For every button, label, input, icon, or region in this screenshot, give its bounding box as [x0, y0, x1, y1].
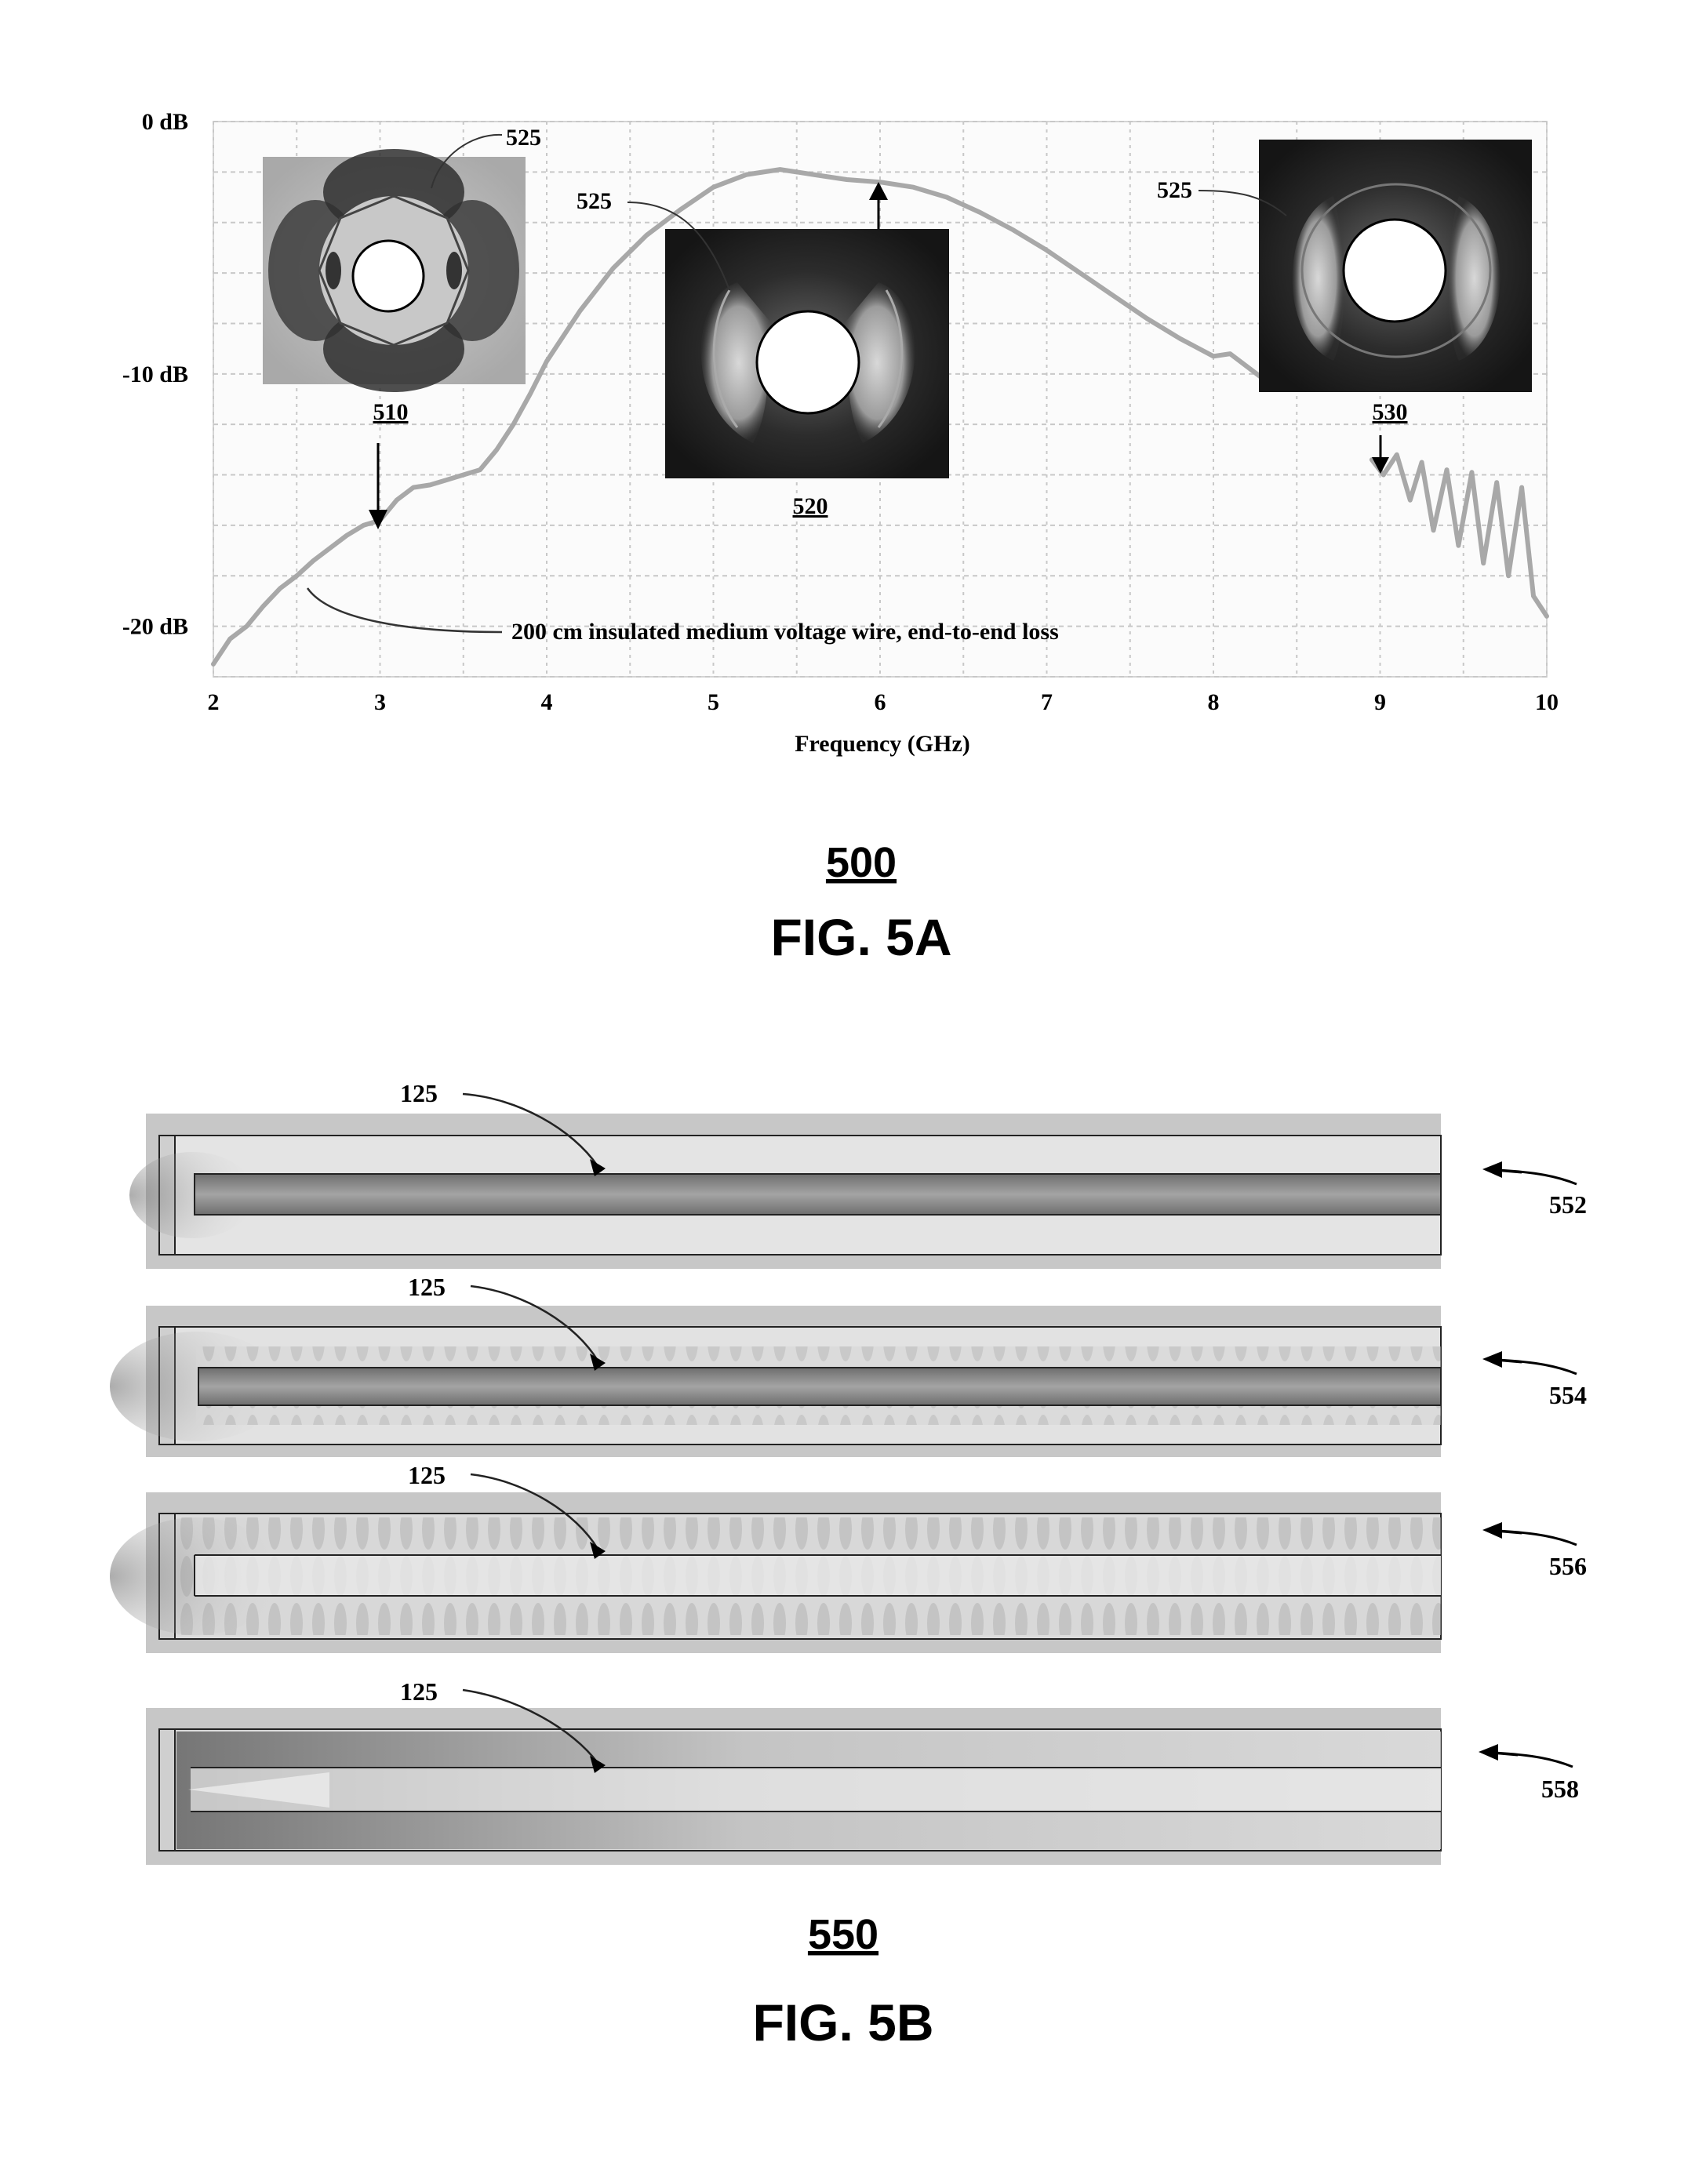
figure-5b-number: 550 [808, 1911, 878, 1958]
figure-5b-caption: FIG. 5B [752, 1993, 933, 2051]
panel-552-callout-label: 125 [400, 1079, 438, 1107]
panel-556 [110, 1492, 1442, 1653]
x-tick-label: 4 [541, 689, 553, 715]
panel-558-callout-label: 125 [400, 1677, 438, 1706]
y-axis-ticks: 0 dB -10 dB -20 dB [122, 109, 188, 640]
inset-530 [1259, 140, 1532, 392]
x-tick-label: 3 [374, 689, 386, 715]
x-tick-label: 2 [208, 689, 220, 715]
y-tick-label: 0 dB [142, 109, 188, 135]
panel-554-callout-label: 125 [408, 1273, 446, 1301]
panel-556-callout-label: 125 [408, 1461, 446, 1489]
curve-label-leader [306, 587, 503, 634]
panel-554 [110, 1306, 1442, 1457]
figure-5a: 0 dB -10 dB -20 dB 2 3 4 5 6 7 8 9 10 Frequency (G… [122, 109, 1559, 966]
y-tick-label: -10 dB [122, 362, 188, 387]
panel-554-ref: 554 [1549, 1381, 1587, 1409]
x-axis-label: Frequency (GHz) [795, 731, 970, 757]
panel-558-ref: 558 [1541, 1775, 1579, 1803]
curve-label: 200 cm insulated medium voltage wire, en… [511, 619, 1059, 645]
x-tick-label: 5 [707, 689, 719, 715]
panel-558 [146, 1708, 1442, 1865]
x-tick-label: 9 [1374, 689, 1386, 715]
inset-510-ref: 510 [373, 399, 409, 425]
inset-520 [665, 229, 949, 478]
inset-510 [263, 149, 526, 392]
series-line-2 [1369, 452, 1549, 619]
series-line-1 [211, 167, 1266, 667]
x-tick-label: 8 [1208, 689, 1220, 715]
inset-520-callout-label: 525 [577, 188, 612, 214]
inset-520-ref: 520 [793, 493, 828, 519]
figure-5a-number: 500 [826, 839, 897, 886]
x-tick-label: 7 [1041, 689, 1053, 715]
x-tick-label: 6 [875, 689, 886, 715]
panel-556-ref: 556 [1549, 1552, 1587, 1580]
inset-510-callout-label: 525 [506, 125, 541, 151]
panel-552 [129, 1114, 1442, 1269]
inset-530-callout-label: 525 [1157, 177, 1192, 203]
x-tick-label: 10 [1535, 689, 1559, 715]
series-group [211, 167, 1549, 667]
inset-530-ref: 530 [1373, 399, 1408, 425]
y-tick-label: -20 dB [122, 614, 188, 640]
figure-5a-caption: FIG. 5A [770, 908, 951, 966]
panel-552-ref: 552 [1549, 1190, 1587, 1219]
x-axis-ticks: 2 3 4 5 6 7 8 9 10 [208, 689, 1559, 715]
